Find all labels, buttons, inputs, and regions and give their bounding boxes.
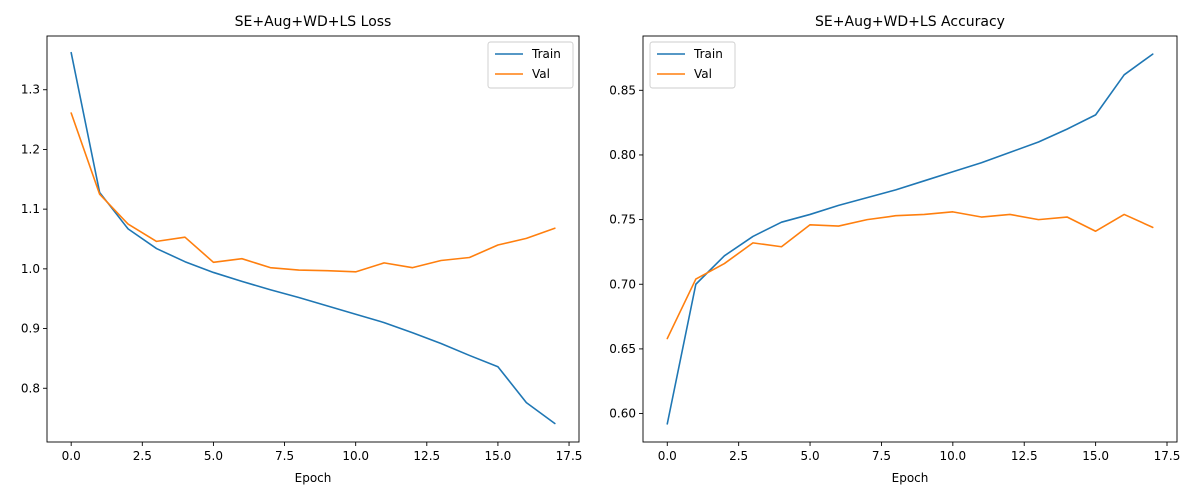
accuracy-x-tick-label: 15.0 bbox=[1082, 449, 1109, 463]
loss-x-tick-label: 17.5 bbox=[556, 449, 583, 463]
accuracy-y-tick-label: 0.65 bbox=[609, 342, 636, 356]
accuracy-y-tick-label: 0.75 bbox=[609, 213, 636, 227]
loss-y-tick-label: 0.9 bbox=[21, 322, 40, 336]
accuracy-chart-title: SE+Aug+WD+LS Accuracy bbox=[815, 14, 1005, 30]
loss-x-tick-label: 12.5 bbox=[413, 449, 440, 463]
accuracy-y-tick-label: 0.60 bbox=[609, 407, 636, 421]
loss-x-tick-label: 7.5 bbox=[275, 449, 294, 463]
accuracy-y-tick-label: 0.80 bbox=[609, 148, 636, 162]
loss-x-tick-label: 10.0 bbox=[342, 449, 369, 463]
loss-chart-title: SE+Aug+WD+LS Loss bbox=[235, 14, 392, 30]
accuracy-series-line-train bbox=[666, 53, 1154, 425]
loss-x-tick-label: 15.0 bbox=[485, 449, 512, 463]
accuracy-legend-label-val: Val bbox=[694, 67, 712, 81]
loss-series-line-val bbox=[70, 112, 556, 273]
loss-x-tick-label: 2.5 bbox=[133, 449, 152, 463]
accuracy-chart: SE+Aug+WD+LS Accuracy Epoch 0.0 2.5 5.0 7.5… bbox=[609, 14, 1180, 485]
loss-plot-frame bbox=[46, 35, 580, 443]
loss-y-tick-label: 0.8 bbox=[21, 381, 40, 395]
accuracy-x-tick-label: 0.0 bbox=[658, 449, 677, 463]
accuracy-legend: Train Val bbox=[649, 41, 736, 89]
accuracy-plot-frame bbox=[642, 35, 1178, 443]
loss-y-tick-label: 1.1 bbox=[21, 202, 40, 216]
loss-y-tick-label: 1.0 bbox=[21, 262, 40, 276]
loss-y-tick-label: 1.2 bbox=[21, 142, 40, 156]
loss-y-tick-label: 1.3 bbox=[21, 83, 40, 97]
accuracy-series-line-val bbox=[666, 211, 1154, 340]
loss-legend-label-val: Val bbox=[532, 67, 550, 81]
loss-chart-xlabel: Epoch bbox=[295, 471, 332, 485]
loss-x-tick-label: 5.0 bbox=[204, 449, 223, 463]
accuracy-x-tick-label: 7.5 bbox=[872, 449, 891, 463]
loss-series-line-train bbox=[70, 51, 556, 425]
accuracy-x-tick-label: 17.5 bbox=[1154, 449, 1181, 463]
accuracy-chart-xlabel: Epoch bbox=[892, 471, 929, 485]
accuracy-x-tick-label: 12.5 bbox=[1011, 449, 1038, 463]
loss-x-tick-label: 0.0 bbox=[62, 449, 81, 463]
accuracy-legend-label-train: Train bbox=[693, 47, 723, 61]
accuracy-x-tick-label: 2.5 bbox=[729, 449, 748, 463]
loss-chart: SE+Aug+WD+LS Loss Epoch 0.0 2.5 5.0 7.5 10.0… bbox=[21, 14, 582, 485]
accuracy-y-tick-label: 0.85 bbox=[609, 83, 636, 97]
accuracy-y-tick-label: 0.70 bbox=[609, 277, 636, 291]
accuracy-x-tick-label: 10.0 bbox=[939, 449, 966, 463]
loss-legend: Train Val bbox=[487, 41, 574, 89]
accuracy-x-tick-label: 5.0 bbox=[801, 449, 820, 463]
loss-legend-label-train: Train bbox=[531, 47, 561, 61]
